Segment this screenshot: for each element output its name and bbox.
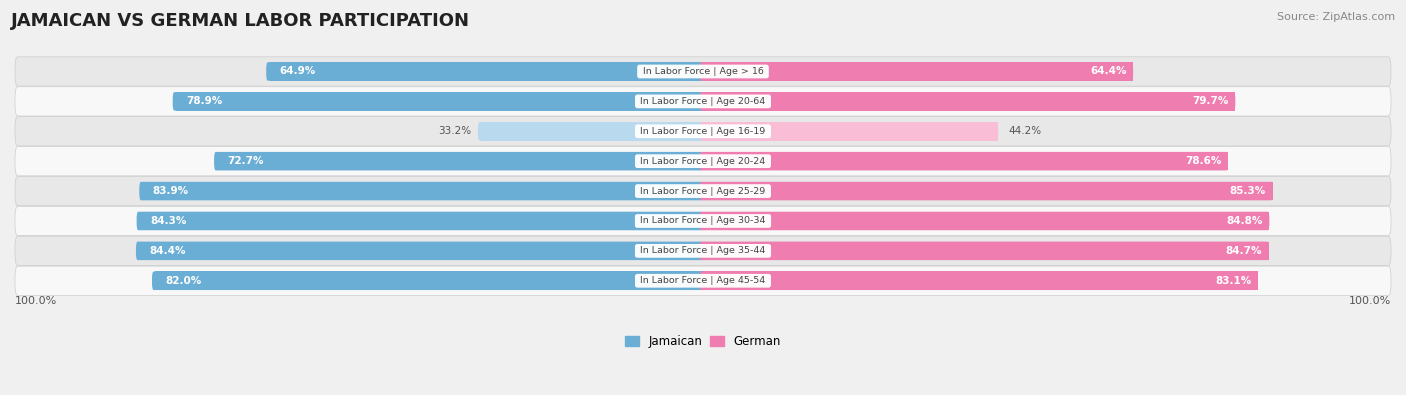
Text: 79.7%: 79.7%	[1192, 96, 1229, 106]
Text: Source: ZipAtlas.com: Source: ZipAtlas.com	[1277, 12, 1395, 22]
Bar	[218, 152, 703, 170]
Text: In Labor Force | Age 45-54: In Labor Force | Age 45-54	[637, 276, 769, 285]
Bar	[703, 242, 1268, 260]
Bar	[481, 122, 703, 141]
Text: 100.0%: 100.0%	[15, 296, 58, 306]
Text: In Labor Force | Age > 16: In Labor Force | Age > 16	[640, 67, 766, 76]
FancyBboxPatch shape	[15, 266, 1391, 295]
Text: 85.3%: 85.3%	[1230, 186, 1265, 196]
FancyBboxPatch shape	[700, 271, 1258, 290]
FancyBboxPatch shape	[15, 206, 1391, 236]
Legend: Jamaican, German: Jamaican, German	[620, 331, 786, 353]
Bar	[703, 271, 1258, 290]
Text: 84.4%: 84.4%	[149, 246, 186, 256]
Bar	[270, 62, 703, 81]
FancyBboxPatch shape	[700, 242, 1268, 260]
Text: 84.7%: 84.7%	[1226, 246, 1263, 256]
FancyBboxPatch shape	[15, 147, 1391, 176]
FancyBboxPatch shape	[700, 62, 1133, 81]
Bar	[703, 62, 1133, 81]
Text: 64.4%: 64.4%	[1090, 66, 1126, 77]
Bar	[703, 122, 998, 141]
FancyBboxPatch shape	[700, 212, 1270, 230]
Bar	[142, 182, 703, 200]
Bar	[176, 92, 703, 111]
Text: In Labor Force | Age 30-34: In Labor Force | Age 30-34	[637, 216, 769, 226]
Text: 64.9%: 64.9%	[280, 66, 316, 77]
FancyBboxPatch shape	[15, 87, 1391, 116]
FancyBboxPatch shape	[136, 212, 703, 230]
FancyBboxPatch shape	[15, 177, 1391, 206]
FancyBboxPatch shape	[478, 122, 703, 141]
Text: 33.2%: 33.2%	[439, 126, 471, 136]
Text: 84.8%: 84.8%	[1226, 216, 1263, 226]
Text: 72.7%: 72.7%	[228, 156, 264, 166]
Text: 100.0%: 100.0%	[1348, 296, 1391, 306]
Bar	[155, 271, 703, 290]
Bar	[703, 212, 1270, 230]
FancyBboxPatch shape	[214, 152, 703, 170]
Bar	[141, 212, 703, 230]
Text: 44.2%: 44.2%	[1008, 126, 1042, 136]
Text: 78.9%: 78.9%	[186, 96, 222, 106]
Text: 83.9%: 83.9%	[153, 186, 188, 196]
FancyBboxPatch shape	[700, 152, 1227, 170]
Text: In Labor Force | Age 20-24: In Labor Force | Age 20-24	[637, 157, 769, 166]
FancyBboxPatch shape	[173, 92, 703, 111]
FancyBboxPatch shape	[15, 236, 1391, 265]
Text: 82.0%: 82.0%	[166, 276, 201, 286]
Text: In Labor Force | Age 25-29: In Labor Force | Age 25-29	[637, 186, 769, 196]
FancyBboxPatch shape	[15, 117, 1391, 146]
FancyBboxPatch shape	[266, 62, 703, 81]
Text: In Labor Force | Age 20-64: In Labor Force | Age 20-64	[637, 97, 769, 106]
FancyBboxPatch shape	[139, 182, 703, 200]
Bar	[703, 92, 1236, 111]
Bar	[703, 182, 1272, 200]
FancyBboxPatch shape	[152, 271, 703, 290]
Text: 83.1%: 83.1%	[1215, 276, 1251, 286]
Text: JAMAICAN VS GERMAN LABOR PARTICIPATION: JAMAICAN VS GERMAN LABOR PARTICIPATION	[11, 12, 470, 30]
Text: 84.3%: 84.3%	[150, 216, 187, 226]
FancyBboxPatch shape	[136, 242, 703, 260]
FancyBboxPatch shape	[700, 122, 998, 141]
Bar	[139, 242, 703, 260]
Text: In Labor Force | Age 35-44: In Labor Force | Age 35-44	[637, 246, 769, 256]
FancyBboxPatch shape	[700, 92, 1236, 111]
FancyBboxPatch shape	[700, 182, 1272, 200]
Bar	[703, 152, 1227, 170]
FancyBboxPatch shape	[15, 57, 1391, 86]
Text: In Labor Force | Age 16-19: In Labor Force | Age 16-19	[637, 127, 769, 136]
Text: 78.6%: 78.6%	[1185, 156, 1222, 166]
